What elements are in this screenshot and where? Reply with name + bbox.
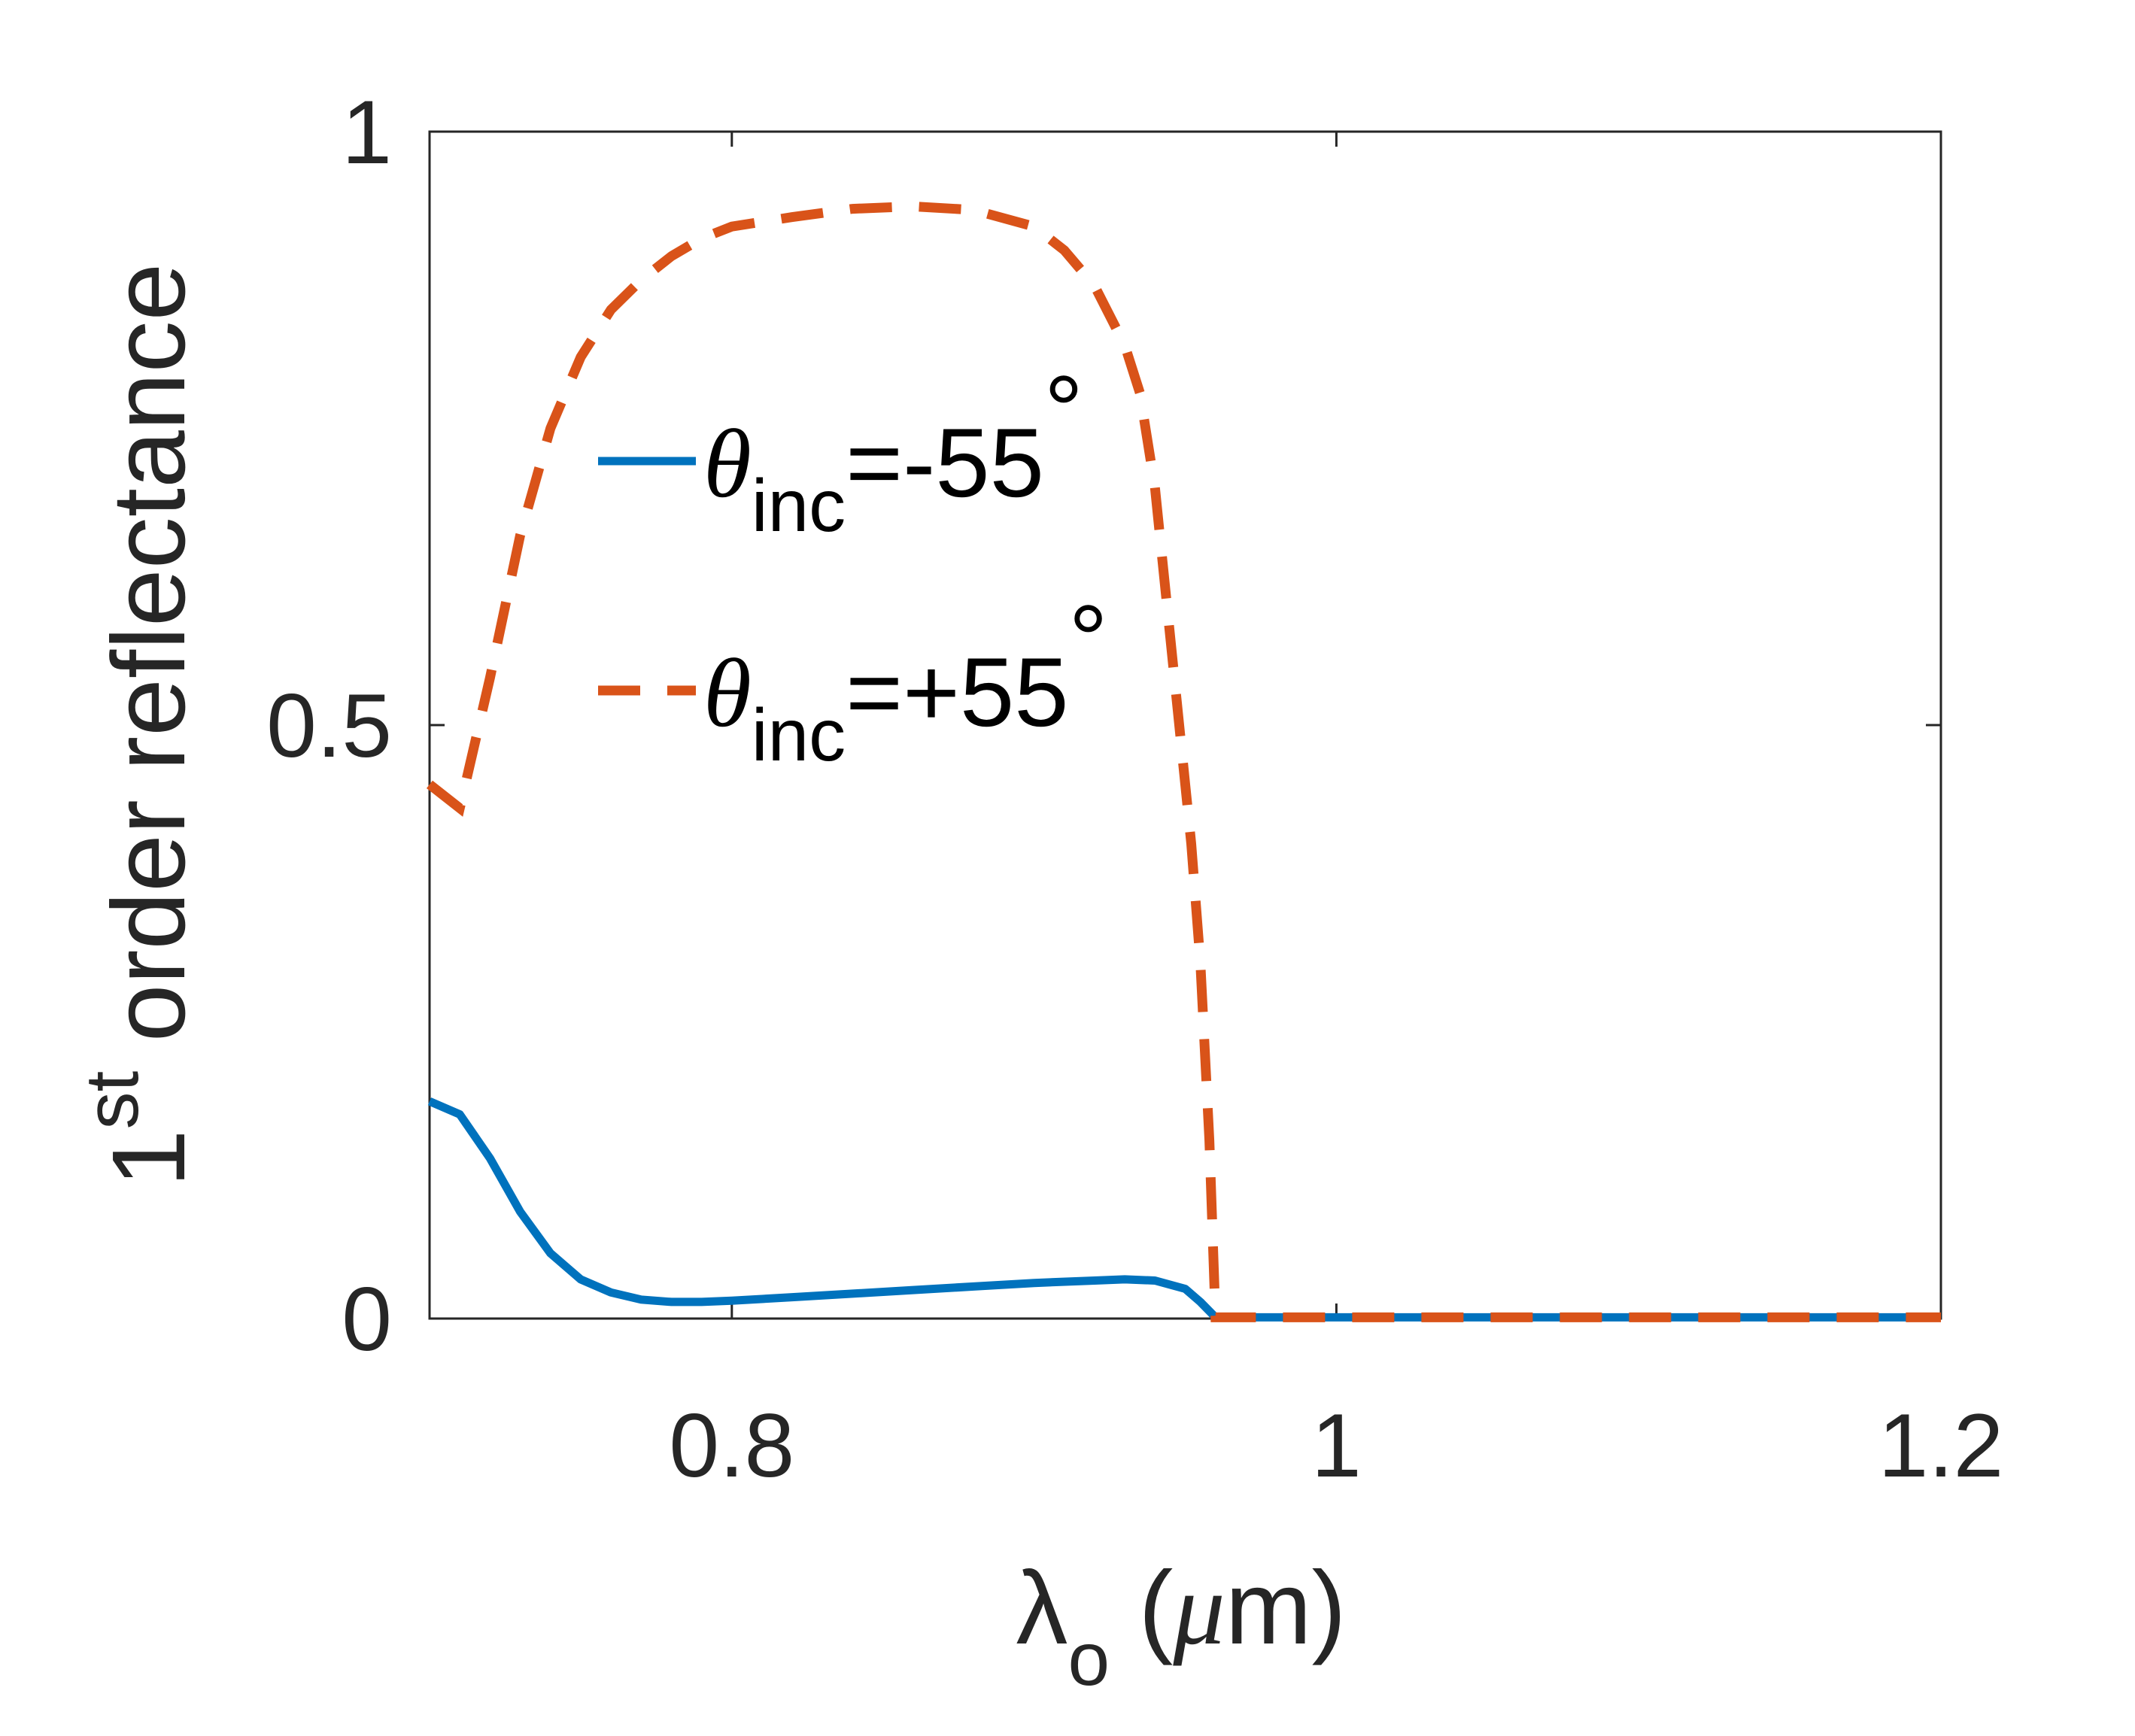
tick-labels: 0.8 1 1.2 0 0.5 1 <box>266 82 2003 1496</box>
legend: θinc=-55° θinc=+55° <box>598 355 1108 776</box>
y-tick-label: 0 <box>342 1269 392 1370</box>
x-axis-label: λo (μm) <box>1016 1550 1346 1701</box>
x-tick-label: 1 <box>1311 1395 1362 1496</box>
y-tick-label: 1 <box>342 82 392 183</box>
legend-label-minus-55: θinc=-55° <box>703 355 1083 547</box>
legend-label-plus-55: θinc=+55° <box>703 584 1108 776</box>
y-axis-label: 1st order reflectance <box>70 263 207 1187</box>
y-tick-label: 0.5 <box>266 675 392 776</box>
series-line-theta-plus-55 <box>426 201 1941 1322</box>
x-tick-label: 1.2 <box>1878 1395 2004 1496</box>
x-tick-label: 0.8 <box>669 1395 794 1496</box>
plot-area <box>428 130 1942 1320</box>
series-layer <box>426 201 1941 1322</box>
